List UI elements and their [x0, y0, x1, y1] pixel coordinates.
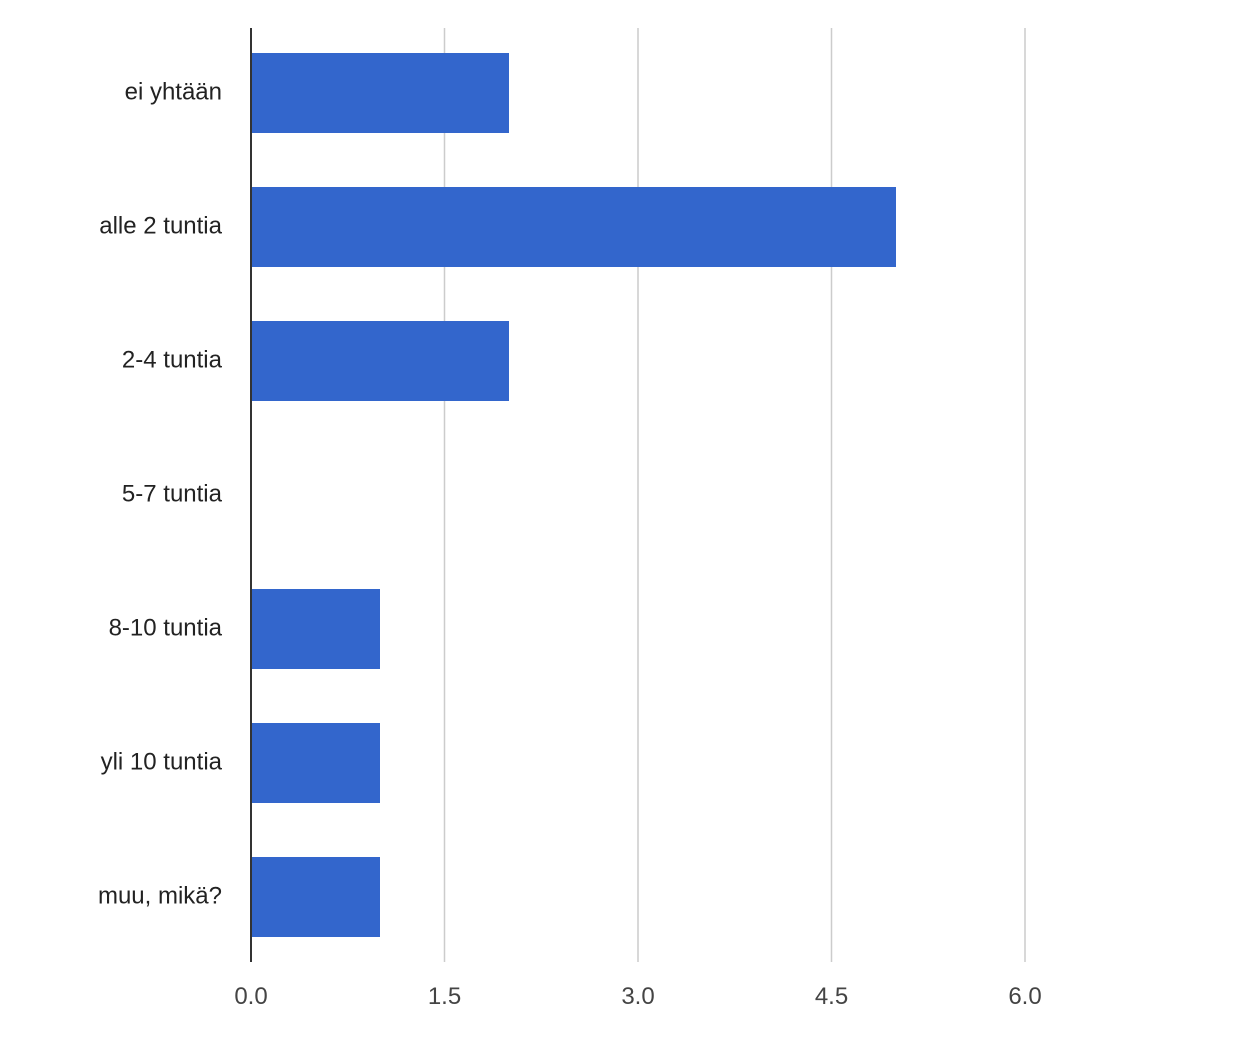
- bar-5: [251, 723, 380, 803]
- x-tick-label-3: 4.5: [815, 983, 848, 1010]
- bar-6: [251, 857, 380, 937]
- category-label-0: ei yhtään: [125, 78, 222, 105]
- category-label-3: 5-7 tuntia: [122, 480, 223, 507]
- category-label-2: 2-4 tuntia: [122, 346, 223, 373]
- x-tick-label-4: 6.0: [1008, 983, 1041, 1010]
- gridlines: [443, 28, 1026, 962]
- bars: [251, 53, 896, 937]
- x-tick-labels: 0.0 1.5 3.0 4.5 6.0: [234, 983, 1041, 1010]
- category-label-1: alle 2 tuntia: [99, 212, 222, 239]
- x-tick-label-2: 3.0: [621, 983, 654, 1010]
- category-label-4: 8-10 tuntia: [109, 614, 223, 641]
- bar-0: [251, 53, 509, 133]
- x-tick-label-0: 0.0: [234, 983, 267, 1010]
- x-tick-label-1: 1.5: [428, 983, 461, 1010]
- bar-4: [251, 589, 380, 669]
- category-label-5: yli 10 tuntia: [101, 748, 223, 775]
- category-label-6: muu, mikä?: [98, 882, 222, 909]
- bar-1: [251, 187, 896, 267]
- bar-2: [251, 321, 509, 401]
- category-labels: ei yhtään alle 2 tuntia 2-4 tuntia 5-7 tunt…: [98, 78, 223, 909]
